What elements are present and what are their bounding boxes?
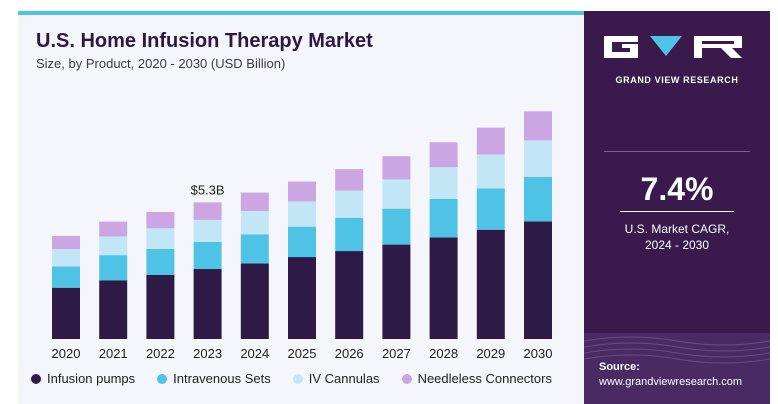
legend: Infusion pumps Intravenous Sets IV Cannula… [31,371,574,386]
bar-segment-2026-iv-cannulas [335,190,364,218]
x-tick-label: 2029 [476,346,505,361]
bar-segment-2022-infusion-pumps [146,274,175,339]
bar-segment-2027-iv-cannulas [382,179,411,209]
bar-chart: 2020 2021 2022 2023 2024 2025 2026 2027 2028 2029… [52,111,553,361]
bar-segment-2029-needleless-connectors [476,127,505,155]
legend-label: Needleless Connectors [417,371,552,386]
legend-swatch [31,373,41,384]
bar-segment-2020-infusion-pumps [52,287,80,339]
legend-swatch [157,373,168,384]
bar-segment-2026-infusion-pumps [335,251,364,339]
bar-segment-2026-intravenous-sets [335,217,364,252]
x-tick-label: 2020 [52,346,81,361]
cagr-label: U.S. Market CAGR, [624,222,730,236]
legend-item-needleless-connectors: Needleless Connectors [401,371,552,386]
legend-swatch [401,373,412,384]
bar-segment-2030-needleless-connectors [524,111,552,141]
bar-segment-2029-intravenous-sets [476,188,505,230]
bar-segment-2023-infusion-pumps [193,269,222,339]
source-url: www.grandviewresearch.com [599,376,743,388]
cagr-value: 7.4% [640,171,714,207]
bar-segment-2023-intravenous-sets [193,241,222,270]
legend-item-intravenous-sets: Intravenous Sets [157,371,271,386]
bar-segment-2029-infusion-pumps [476,229,505,339]
bar-segment-2024-infusion-pumps [240,263,269,339]
bar-segment-2025-needleless-connectors [288,181,316,202]
bar-segment-2022-iv-cannulas [146,228,175,249]
bar-segment-2024-needleless-connectors [240,192,269,212]
cagr-period: 2024 - 2030 [644,238,710,252]
bar-segment-2025-iv-cannulas [288,201,316,227]
x-tick-label: 2026 [335,346,364,361]
bar-segment-2027-intravenous-sets [382,208,411,245]
bar-segment-2022-intravenous-sets [146,248,175,275]
wave-decoration [584,333,770,404]
annotations: $5.3B [191,182,225,197]
bar-segment-2030-intravenous-sets [524,177,552,222]
legend-swatch [292,373,303,384]
bar-segment-2024-iv-cannulas [240,211,269,235]
x-tick-label: 2025 [288,346,317,361]
x-tick-label: 2022 [146,346,175,361]
bar-segment-2022-needleless-connectors [146,212,175,229]
source-label: Source: [599,361,640,373]
legend-label: IV Cannulas [308,371,380,386]
bar-segment-2028-needleless-connectors [429,142,458,168]
bar-segment-2030-infusion-pumps [524,221,552,339]
bar-segment-2023-iv-cannulas [193,219,222,242]
legend-item-infusion-pumps: Infusion pumps [31,371,135,386]
bar-segment-2026-needleless-connectors [335,169,364,191]
bar-segment-2028-intravenous-sets [429,198,458,238]
x-tick-label: 2023 [193,346,222,361]
bar-segment-2030-iv-cannulas [524,140,552,178]
x-tick-label: 2027 [382,346,411,361]
bar-segment-2024-intravenous-sets [240,234,269,264]
x-tick-label: 2030 [524,346,553,361]
data-label-2023: $5.3B [191,182,225,197]
x-tick-label: 2028 [429,346,458,361]
bar-segment-2021-needleless-connectors [99,221,128,237]
x-axis-labels: 2020 2021 2022 2023 2024 2025 2026 2027 2028 2029… [52,346,553,361]
divider [604,151,750,152]
x-tick-label: 2021 [99,346,128,361]
bar-segment-2025-intravenous-sets [288,226,316,258]
legend-item-iv-cannulas: IV Cannulas [292,371,380,386]
chart-subtitle: Size, by Product, 2020 - 2030 (USD Billi… [36,56,286,71]
bar-segment-2027-infusion-pumps [382,244,411,339]
bar-group [52,111,552,339]
bar-segment-2020-iv-cannulas [52,249,80,267]
bar-segment-2028-iv-cannulas [429,167,458,199]
brand-name: GRAND VIEW RESEARCH [615,75,739,85]
grand-view-research-logo [604,36,742,58]
x-tick-label: 2024 [240,346,269,361]
cagr-underline [620,211,734,212]
accent-bar [18,11,584,15]
cagr-label-block: U.S. Market CAGR, 2024 - 2030 [584,221,770,253]
bar-segment-2023-needleless-connectors [193,202,222,220]
brand-panel: GRAND VIEW RESEARCH 7.4% U.S. Market CAG… [584,11,770,404]
bar-segment-2021-intravenous-sets [99,255,128,281]
bar-segment-2020-needleless-connectors [52,235,80,250]
bar-segment-2025-infusion-pumps [288,257,316,339]
bar-segment-2020-intravenous-sets [52,266,80,288]
legend-label: Intravenous Sets [173,371,271,386]
bar-segment-2021-iv-cannulas [99,236,128,256]
chart-title: U.S. Home Infusion Therapy Market [36,30,373,52]
bar-segment-2028-infusion-pumps [429,237,458,339]
bar-segment-2027-needleless-connectors [382,156,411,180]
bar-segment-2029-iv-cannulas [476,154,505,189]
legend-label: Infusion pumps [47,371,136,386]
bar-segment-2021-infusion-pumps [99,280,128,339]
